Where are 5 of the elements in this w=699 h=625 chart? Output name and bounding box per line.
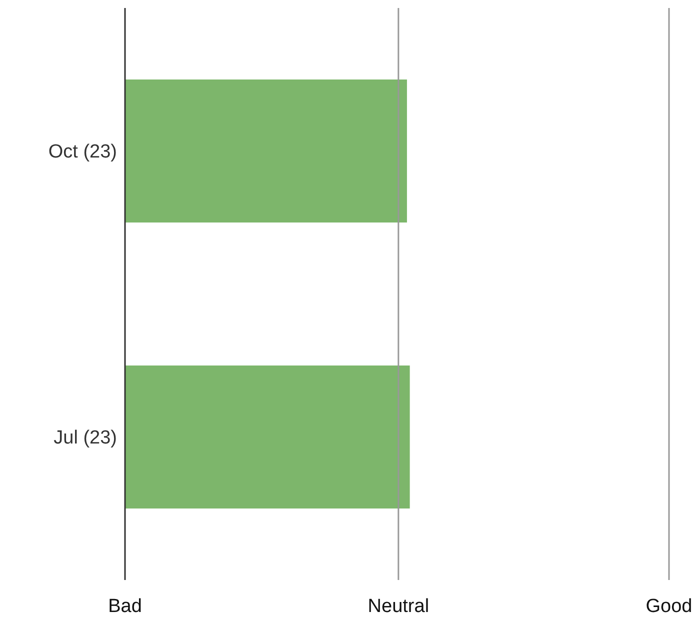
ref-line-label: Neutral <box>368 596 430 617</box>
text: Bad <box>108 596 142 617</box>
ref-line-label: Good <box>646 596 692 617</box>
y-tick-label: Jul (23) <box>54 428 117 449</box>
y-tick-label: Oct (23) <box>48 142 117 163</box>
